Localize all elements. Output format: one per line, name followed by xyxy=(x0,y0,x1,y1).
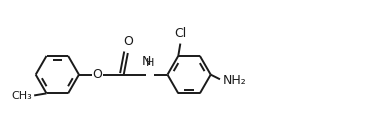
Text: O: O xyxy=(124,35,133,48)
Text: H: H xyxy=(146,59,155,69)
Text: NH₂: NH₂ xyxy=(222,74,246,87)
Text: O: O xyxy=(92,68,102,81)
Text: CH₃: CH₃ xyxy=(11,91,32,101)
Text: N: N xyxy=(142,55,151,69)
Text: Cl: Cl xyxy=(175,28,187,40)
